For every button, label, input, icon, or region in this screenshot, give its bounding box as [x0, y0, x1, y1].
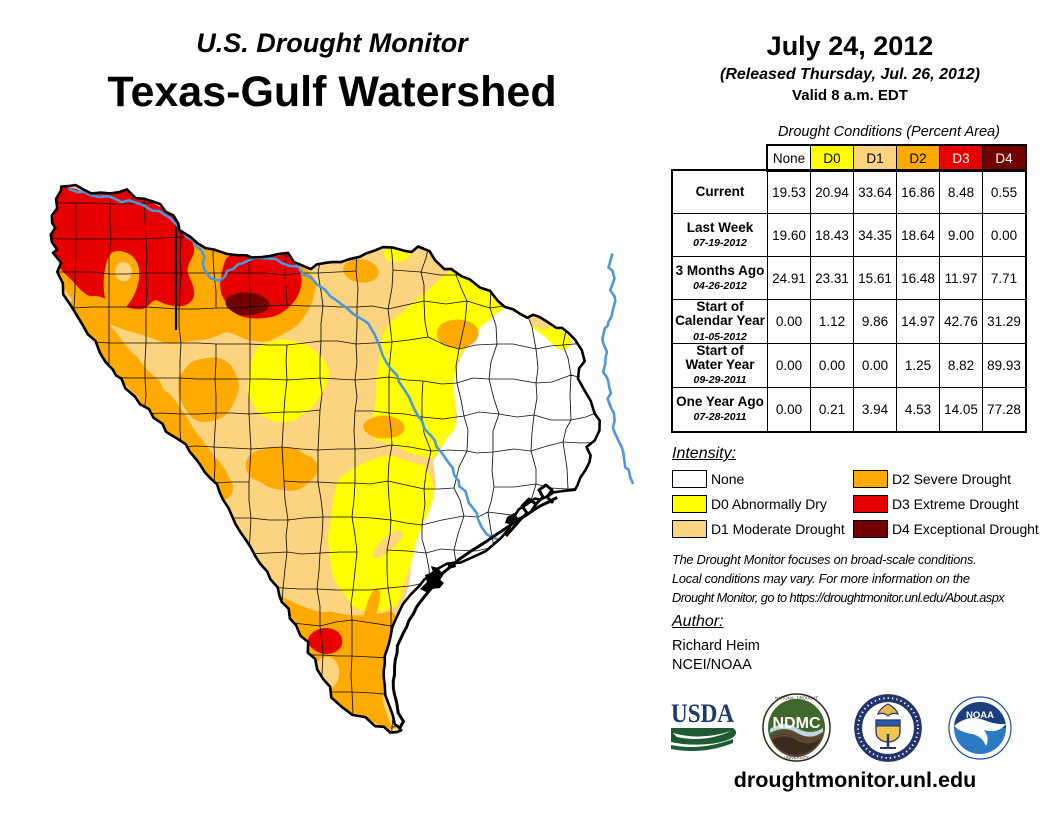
svg-text:NATIONAL DROUGHT: NATIONAL DROUGHT — [775, 696, 818, 701]
svg-text:USDA: USDA — [671, 700, 734, 728]
svg-text:NOAA: NOAA — [966, 710, 994, 721]
svg-text:UNIVERSITY: UNIVERSITY — [784, 755, 809, 760]
svg-text:NDMC: NDMC — [773, 715, 821, 732]
